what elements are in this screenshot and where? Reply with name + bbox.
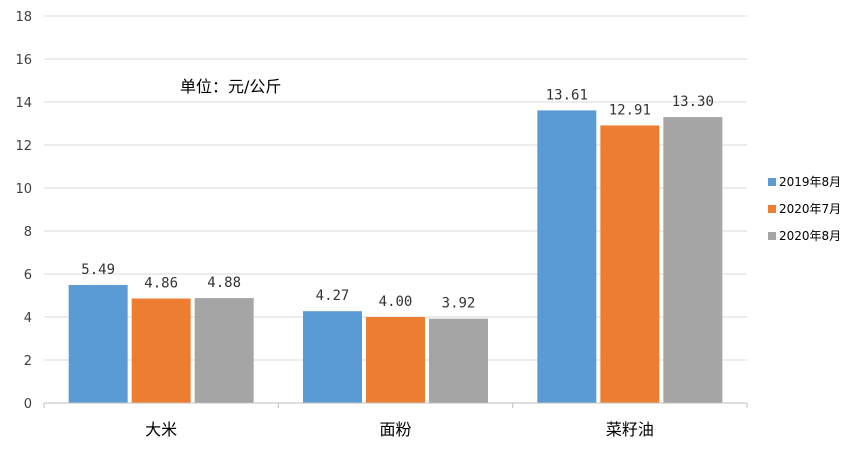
data-label: 5.49: [81, 262, 115, 278]
legend-swatch: [768, 232, 776, 240]
bar: [194, 298, 254, 403]
y-tick-label: 6: [24, 268, 32, 283]
y-tick-label: 18: [15, 10, 32, 25]
y-tick-label: 12: [15, 139, 32, 154]
data-label: 12.91: [609, 102, 651, 118]
category-labels: 大米 面粉 菜籽油: [145, 420, 654, 439]
data-label: 4.00: [379, 294, 413, 310]
y-tick-label: 4: [24, 311, 32, 326]
bar: [303, 311, 362, 403]
bar: [600, 125, 660, 403]
data-label: 4.27: [316, 288, 350, 304]
x-axis: [43, 402, 748, 408]
y-tick-label: 8: [24, 225, 32, 240]
data-labels: 5.49 4.86 4.88 4.27 4.00 3.92 13.61 12.91 13.30: [81, 87, 714, 311]
bars: [68, 110, 723, 404]
legend-swatch: [768, 205, 776, 213]
y-tick-label: 14: [15, 96, 32, 111]
bar: [429, 318, 488, 403]
y-tick-label: 16: [15, 53, 32, 68]
data-label: 4.88: [207, 275, 241, 291]
unit-annotation: 单位：元/公斤: [180, 77, 281, 96]
bar: [131, 298, 191, 403]
legend-label: 2019年8月: [779, 175, 841, 189]
legend-label: 2020年7月: [779, 202, 841, 216]
bar: [663, 117, 723, 404]
bar: [537, 110, 597, 403]
legend: 2019年8月 2020年7月 2020年8月: [768, 175, 841, 243]
y-axis-ticks: 0 2 4 6 8 10 12 14 16 18: [15, 10, 32, 412]
bar: [68, 284, 128, 403]
category-label: 菜籽油: [606, 420, 654, 439]
bar: [366, 317, 425, 403]
legend-swatch: [768, 178, 776, 186]
legend-label: 2020年8月: [779, 229, 841, 243]
y-tick-label: 0: [24, 397, 32, 412]
data-label: 3.92: [442, 296, 476, 312]
data-label: 13.30: [672, 94, 714, 110]
category-label: 大米: [145, 420, 177, 439]
data-label: 13.61: [546, 87, 588, 103]
y-tick-label: 10: [15, 182, 32, 197]
y-tick-label: 2: [24, 354, 32, 369]
category-label: 面粉: [379, 420, 411, 439]
data-label: 4.86: [144, 276, 178, 292]
